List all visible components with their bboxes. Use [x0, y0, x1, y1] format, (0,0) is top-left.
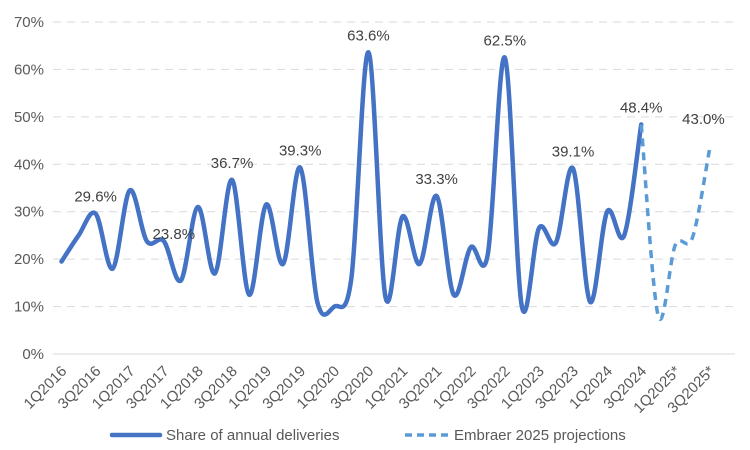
- y-tick-label: 60%: [14, 61, 44, 78]
- series-line-deliveries: [59, 50, 644, 317]
- data-label: 62.5%: [484, 33, 527, 50]
- x-axis: 1Q20163Q20161Q20173Q20171Q20183Q20181Q20…: [21, 363, 719, 417]
- data-label: 39.3%: [279, 143, 322, 160]
- series-lines: [59, 50, 712, 321]
- y-tick-label: 30%: [14, 204, 44, 221]
- y-axis: 0% 10% 20% 30% 40% 50% 60% 70%: [14, 14, 44, 363]
- y-tick-label: 70%: [14, 14, 44, 31]
- series-line-projections: [639, 124, 712, 321]
- legend: Share of annual deliveries Embraer 2025 …: [109, 427, 626, 444]
- y-tick-label: 20%: [14, 251, 44, 268]
- legend-label-deliveries: Share of annual deliveries: [166, 427, 339, 444]
- data-label: 39.1%: [552, 144, 595, 161]
- data-label: 63.6%: [347, 27, 390, 44]
- y-tick-label: 10%: [14, 299, 44, 316]
- y-tick-label: 40%: [14, 156, 44, 173]
- y-tick-label: 0%: [22, 346, 44, 363]
- data-labels: 29.6% 23.8% 36.7% 39.3% 63.6% 33.3% 62.5% 39.1%…: [74, 27, 724, 243]
- data-label: 33.3%: [415, 171, 458, 188]
- data-label: 23.8%: [153, 226, 196, 243]
- data-label: 48.4%: [620, 99, 663, 116]
- legend-label-projections: Embraer 2025 projections: [454, 427, 626, 444]
- data-label: 36.7%: [211, 155, 254, 172]
- data-label: 43.0%: [682, 111, 725, 128]
- y-tick-label: 50%: [14, 109, 44, 126]
- data-label: 29.6%: [74, 189, 117, 206]
